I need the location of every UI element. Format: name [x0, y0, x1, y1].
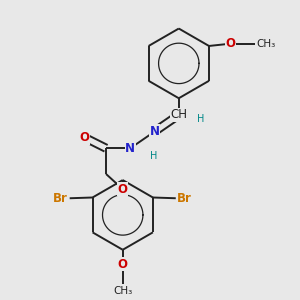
Text: O: O [80, 131, 90, 144]
Text: N: N [149, 125, 160, 138]
Text: CH₃: CH₃ [113, 286, 132, 296]
Text: H: H [197, 115, 204, 124]
Text: CH: CH [170, 108, 187, 122]
Text: Br: Br [53, 192, 68, 205]
Text: H: H [150, 151, 158, 161]
Text: N: N [125, 142, 135, 155]
Text: O: O [118, 183, 128, 196]
Text: CH₃: CH₃ [256, 39, 275, 49]
Text: O: O [225, 37, 235, 50]
Text: Br: Br [177, 192, 192, 205]
Text: O: O [118, 257, 128, 271]
